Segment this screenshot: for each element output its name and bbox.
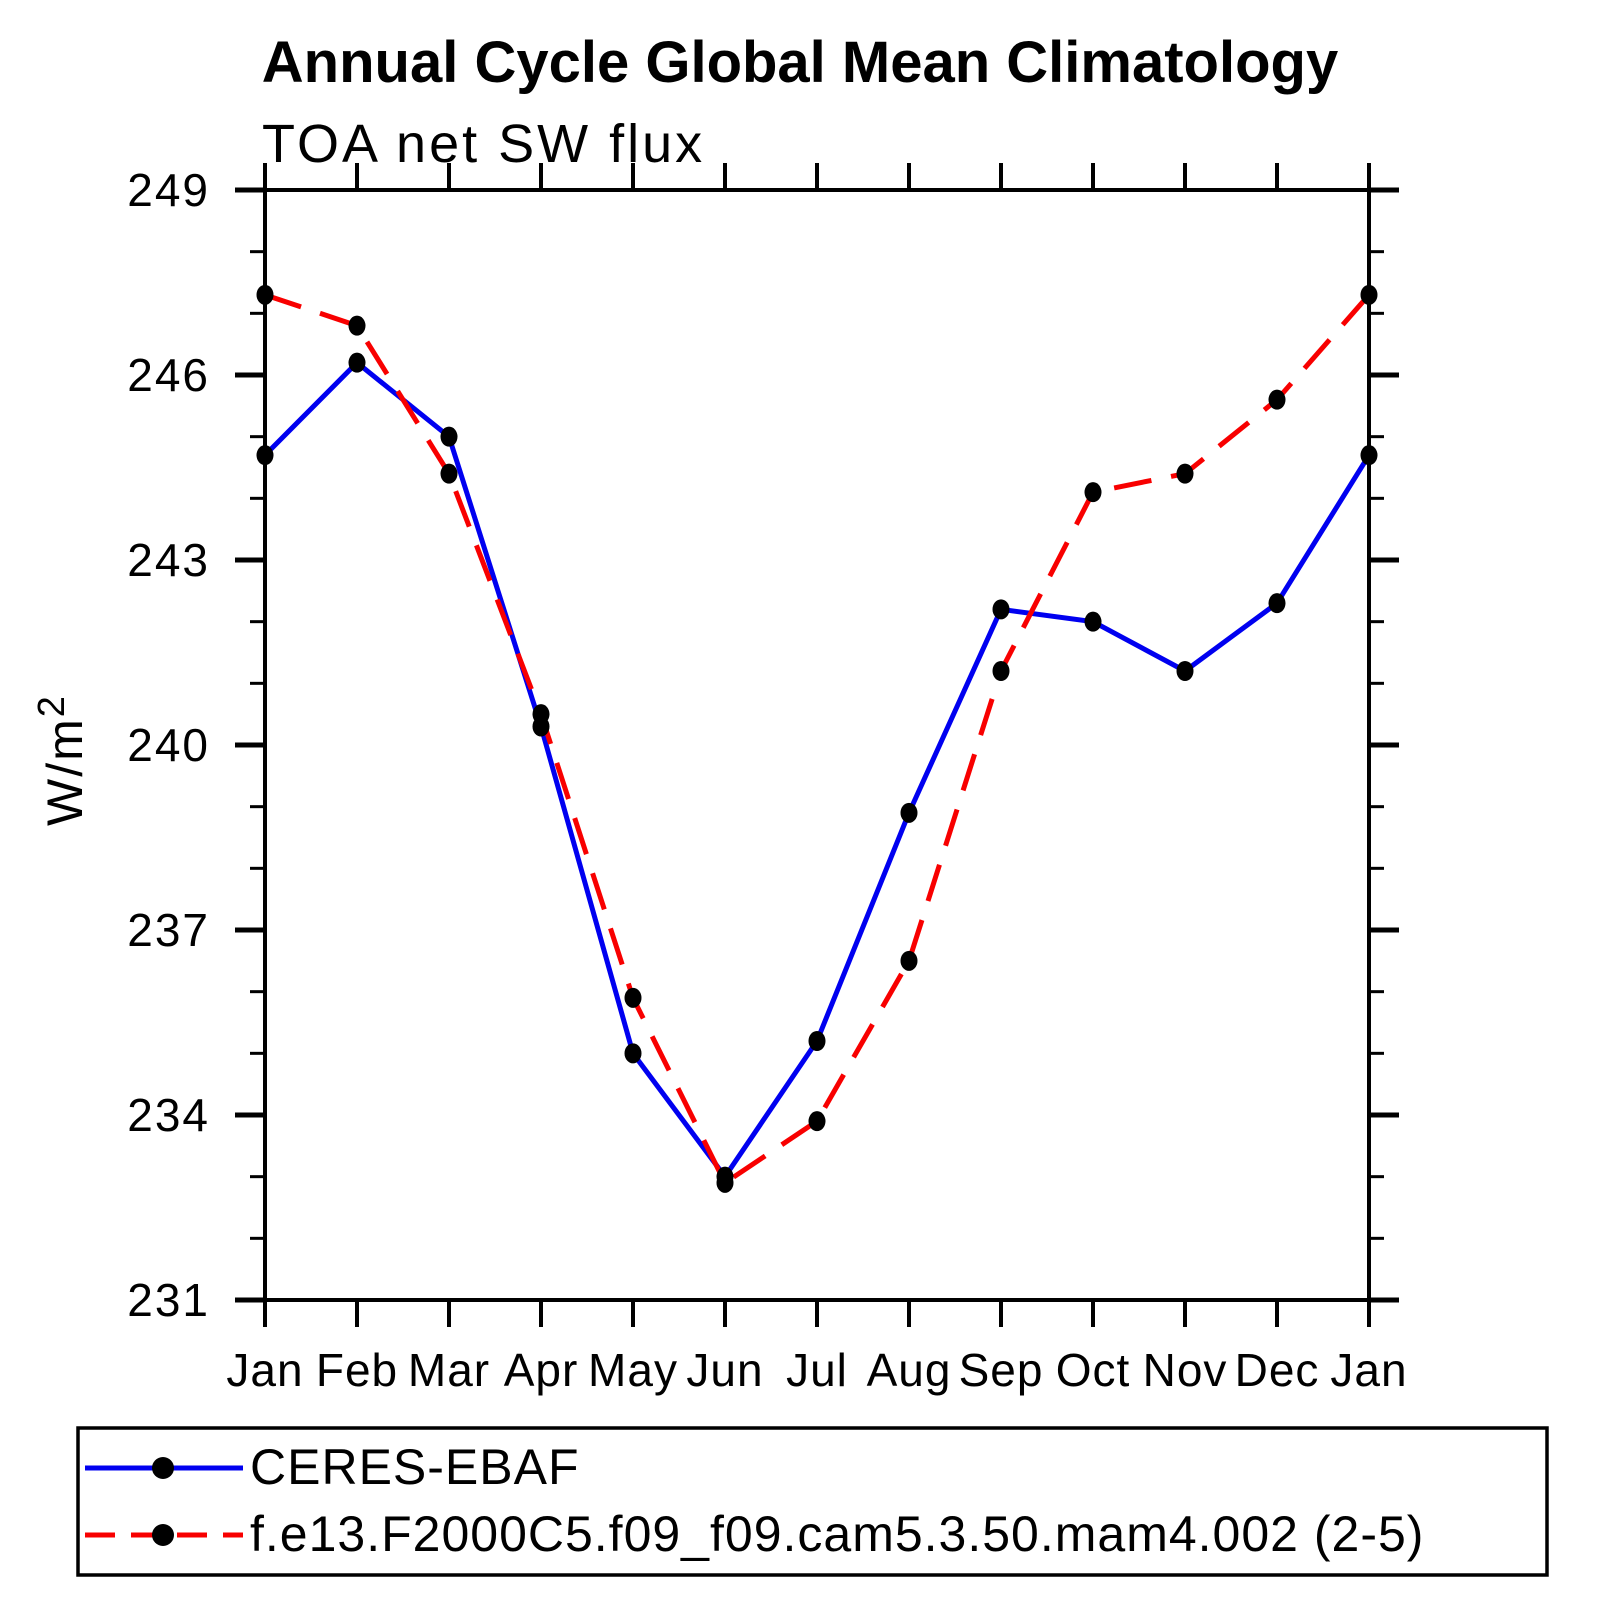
- data-point-marker: [1268, 389, 1286, 410]
- x-tick-label-12: Jan: [1330, 1344, 1407, 1396]
- x-tick-label-11: Dec: [1235, 1344, 1320, 1396]
- data-point-marker: [1176, 463, 1194, 484]
- y-tick-labels: 231 234 237 240 243 246 249: [127, 164, 210, 1326]
- data-point-marker: [1176, 661, 1194, 681]
- legend-border: [76, 1426, 1549, 1577]
- x-tick-label-5: Jun: [686, 1344, 763, 1396]
- legend-label-obs: CERES-EBAF: [250, 1439, 580, 1495]
- plot-series: [256, 284, 1378, 1193]
- x-tick-label-8: Sep: [959, 1344, 1044, 1396]
- data-point-marker: [1360, 445, 1378, 466]
- data-point-marker: [348, 352, 366, 373]
- legend-marker-obs: [152, 1457, 174, 1479]
- series-line-obs: [263, 359, 1372, 1181]
- y-axis-label-superscript: 2: [31, 694, 73, 717]
- x-tick-label-10: Nov: [1143, 1344, 1228, 1396]
- legend-label-model: f.e13.F2000C5.f09_f09.cam5.3.50.mam4.002…: [250, 1506, 1424, 1562]
- data-point-marker: [992, 599, 1010, 620]
- x-tick-label-3: Apr: [504, 1344, 579, 1396]
- y-tick-label-249: 249: [127, 164, 210, 216]
- data-point-marker: [992, 661, 1010, 681]
- x-tick-labels: Jan Feb Mar Apr May Jun Jul Aug Sep Oct Nov Dec Jan: [226, 1344, 1407, 1396]
- data-point-marker: [1360, 284, 1378, 305]
- x-tick-label-6: Jul: [786, 1344, 848, 1396]
- legend-box: CERES-EBAF f.e13.F2000C5.f09_f09.cam5.3.…: [76, 1426, 1549, 1577]
- y-axis-label-base: W/m: [37, 717, 93, 826]
- y-axis-label: W/m2: [31, 694, 93, 826]
- chart-subtitle: TOA net SW flux: [262, 114, 705, 174]
- legend-marker-model: [152, 1524, 174, 1546]
- data-point-marker: [624, 987, 642, 1008]
- x-tick-label-1: Feb: [316, 1344, 398, 1396]
- chart-title: Annual Cycle Global Mean Climatology: [262, 30, 1338, 95]
- x-tick-label-9: Oct: [1056, 1344, 1131, 1396]
- y-tick-label-231: 231: [127, 1274, 210, 1326]
- y-tick-label-246: 246: [127, 349, 210, 401]
- x-tick-label-0: Jan: [226, 1344, 303, 1396]
- data-point-marker: [440, 426, 458, 447]
- y-tick-label-243: 243: [127, 534, 210, 586]
- data-point-marker: [624, 1043, 642, 1064]
- data-point-marker: [532, 704, 550, 725]
- data-point-marker: [348, 315, 366, 336]
- data-point-marker: [1084, 482, 1102, 503]
- data-point-marker: [716, 1172, 734, 1193]
- y-tick-label-237: 237: [127, 904, 210, 956]
- data-point-marker: [440, 463, 458, 484]
- x-tick-label-2: Mar: [408, 1344, 490, 1396]
- data-point-marker: [808, 1031, 826, 1051]
- data-point-marker: [256, 284, 274, 305]
- data-point-marker: [256, 445, 274, 466]
- data-point-marker: [1084, 611, 1102, 632]
- y-tick-label-240: 240: [127, 719, 210, 771]
- x-tick-label-7: Aug: [867, 1344, 952, 1396]
- plot-axes: [235, 163, 1399, 1327]
- data-point-marker: [808, 1111, 826, 1132]
- x-tick-label-4: May: [588, 1344, 678, 1396]
- plot-frame: [263, 188, 1371, 1302]
- data-point-marker: [900, 802, 918, 823]
- data-point-marker: [1268, 593, 1286, 614]
- data-point-marker: [900, 950, 918, 971]
- y-tick-label-234: 234: [127, 1089, 210, 1141]
